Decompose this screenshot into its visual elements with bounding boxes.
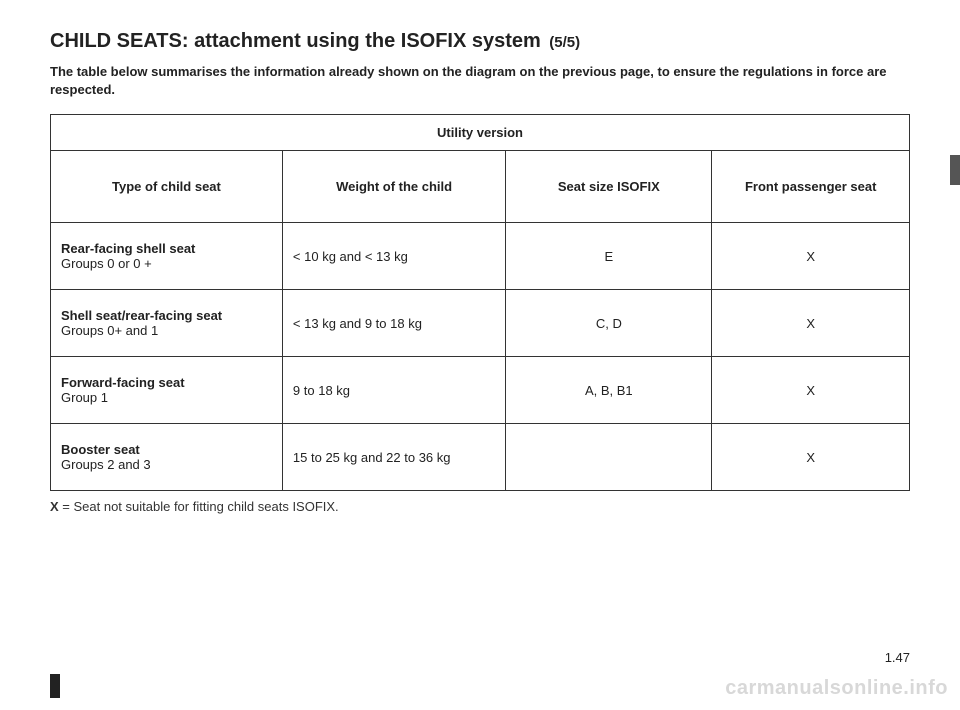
- row-size: C, D: [506, 290, 712, 357]
- row-label: Shell seat/rear-facing seat Groups 0+ an…: [51, 290, 283, 357]
- header-weight: Weight of the child: [282, 151, 505, 223]
- legend-key: X: [50, 499, 59, 514]
- row-size: [506, 424, 712, 491]
- row-size: E: [506, 223, 712, 290]
- row-label-bold: Rear-facing shell seat: [61, 241, 272, 256]
- row-weight: < 13 kg and 9 to 18 kg: [282, 290, 505, 357]
- row-weight: 15 to 25 kg and 22 to 36 kg: [282, 424, 505, 491]
- row-label-sub: Groups 0 or 0 +: [61, 256, 272, 271]
- watermark-text: carmanualsonline.info: [725, 677, 948, 700]
- title-suffix: (5/5): [549, 34, 580, 51]
- crop-mark: [50, 674, 60, 698]
- table-row: Rear-facing shell seat Groups 0 or 0 + <…: [51, 223, 910, 290]
- page-title: CHILD SEATS: attachment using the ISOFIX…: [50, 30, 910, 53]
- title-text: CHILD SEATS: attachment using the ISOFIX…: [50, 30, 541, 52]
- legend-text: = Seat not suitable for fitting child se…: [59, 499, 339, 514]
- row-label-sub: Groups 2 and 3: [61, 457, 272, 472]
- row-label-sub: Group 1: [61, 390, 272, 405]
- row-label-bold: Shell seat/rear-facing seat: [61, 308, 272, 323]
- row-front: X: [712, 424, 910, 491]
- table-caption: Utility version: [51, 115, 910, 151]
- page-number: 1.47: [885, 650, 910, 665]
- header-type: Type of child seat: [51, 151, 283, 223]
- row-label: Rear-facing shell seat Groups 0 or 0 +: [51, 223, 283, 290]
- table-legend: X = Seat not suitable for fitting child …: [50, 499, 910, 514]
- table-row: Booster seat Groups 2 and 3 15 to 25 kg …: [51, 424, 910, 491]
- row-label-bold: Booster seat: [61, 442, 272, 457]
- table-row: Forward-facing seat Group 1 9 to 18 kg A…: [51, 357, 910, 424]
- side-tab-marker: [950, 155, 960, 185]
- row-front: X: [712, 223, 910, 290]
- row-label: Forward-facing seat Group 1: [51, 357, 283, 424]
- header-size: Seat size ISOFIX: [506, 151, 712, 223]
- table-row: Shell seat/rear-facing seat Groups 0+ an…: [51, 290, 910, 357]
- row-front: X: [712, 357, 910, 424]
- row-label-bold: Forward-facing seat: [61, 375, 272, 390]
- row-front: X: [712, 290, 910, 357]
- intro-paragraph: The table below summarises the informati…: [50, 63, 910, 98]
- row-label-sub: Groups 0+ and 1: [61, 323, 272, 338]
- row-size: A, B, B1: [506, 357, 712, 424]
- isofix-table: Utility version Type of child seat Weigh…: [50, 114, 910, 491]
- row-weight: 9 to 18 kg: [282, 357, 505, 424]
- header-front: Front passenger seat: [712, 151, 910, 223]
- row-weight: < 10 kg and < 13 kg: [282, 223, 505, 290]
- row-label: Booster seat Groups 2 and 3: [51, 424, 283, 491]
